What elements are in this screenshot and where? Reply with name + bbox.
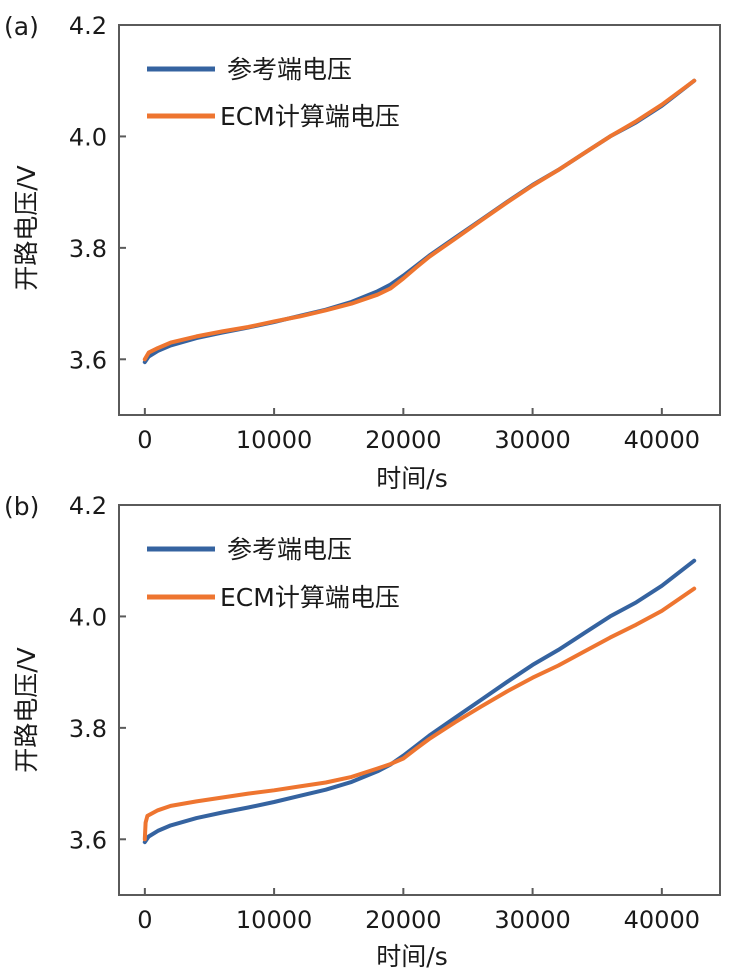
y-axis-label: 开路电压/V [12,165,41,291]
series-line-ecm [142,78,697,362]
y-tick-label: 3.8 [69,715,107,743]
legend-label-ecm: ECM计算端电压 [220,102,400,131]
x-tick-label: 20000 [365,426,441,454]
plot-frame [118,24,721,416]
y-tick-label: 4.0 [69,603,107,631]
x-tick-label: 40000 [624,906,700,934]
x-tick-label: 40000 [624,426,700,454]
x-tick-label: 0 [137,906,152,934]
plot-frame [118,504,721,896]
panel-label: (b) [4,492,39,521]
series-group [142,78,697,365]
x-axis-label: 时间/s [376,464,447,493]
x-tick-label: 30000 [494,426,570,454]
y-tick-label: 3.8 [69,235,107,263]
x-tick-label: 10000 [236,906,312,934]
x-tick-label: 10000 [236,426,312,454]
y-tick-label: 4.0 [69,123,107,151]
y-tick-label: 3.6 [69,826,107,854]
series-line-ecm [142,586,697,842]
y-tick-label: 4.2 [69,492,107,520]
panel-label: (a) [4,12,39,41]
legend-label-ref: 参考端电压 [227,55,352,84]
axis-ticks: 0 10000 20000 30000 40000 3.6 3.8 4.0 4.2 [69,12,700,454]
legend: 参考端电压 ECM计算端电压 [147,55,400,131]
panel-b: (b) 开路电压/V 时间/s 0 10000 20000 30000 40000 3.6… [4,492,721,969]
legend-label-ref: 参考端电压 [227,535,352,564]
x-tick-label: 20000 [365,906,441,934]
x-axis-label: 时间/s [376,942,447,969]
y-axis-label: 开路电压/V [12,647,41,773]
legend: 参考端电压 ECM计算端电压 [147,535,400,612]
y-tick-label: 4.2 [69,12,107,40]
x-tick-label: 30000 [494,906,570,934]
legend-label-ecm: ECM计算端电压 [220,583,400,612]
series-group [142,558,697,845]
y-tick-label: 3.6 [69,346,107,374]
x-tick-label: 0 [137,426,152,454]
axis-ticks: 0 10000 20000 30000 40000 3.6 3.8 4.0 4.2 [69,492,700,934]
panel-a: (a) 开路电压/V 时间/s 0 10000 20000 30000 40000 3.6… [4,12,721,493]
